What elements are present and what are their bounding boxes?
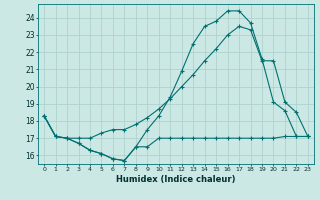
X-axis label: Humidex (Indice chaleur): Humidex (Indice chaleur) bbox=[116, 175, 236, 184]
